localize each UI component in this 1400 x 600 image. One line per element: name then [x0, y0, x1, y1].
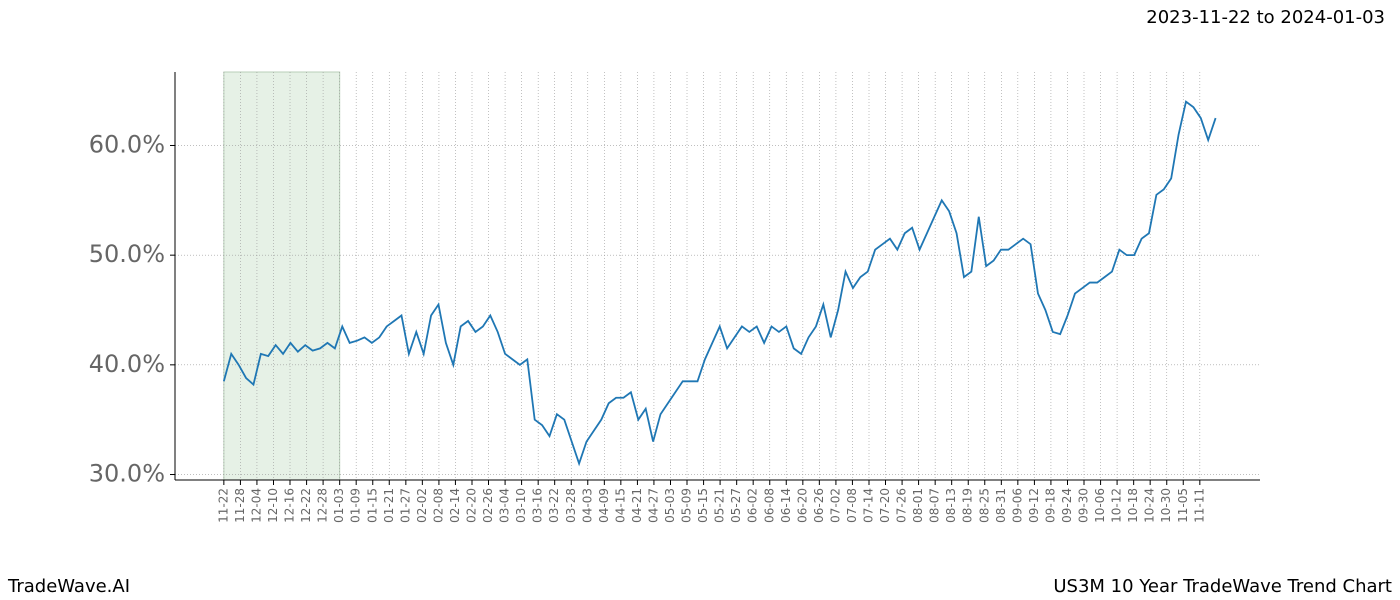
x-tick-label: 04-09	[597, 488, 611, 523]
x-tick-label: 04-15	[613, 488, 627, 523]
x-tick-label: 08-01	[911, 488, 925, 523]
x-tick-label: 06-08	[762, 488, 776, 523]
x-tick-label: 12-16	[283, 488, 297, 523]
x-tick-label: 10-24	[1143, 488, 1157, 523]
x-tick-label: 07-02	[828, 488, 842, 523]
x-tick-label: 05-27	[729, 488, 743, 523]
x-tick-label: 01-09	[349, 488, 363, 523]
x-tick-label: 07-08	[845, 488, 859, 523]
x-tick-label: 03-28	[564, 488, 578, 523]
y-tick-label: 60.0%	[89, 130, 165, 158]
x-tick-label: 03-16	[531, 488, 545, 523]
x-tick-label: 07-14	[862, 488, 876, 523]
x-tick-label: 11-05	[1176, 488, 1190, 523]
x-tick-label: 05-21	[713, 488, 727, 523]
x-tick-label: 05-15	[696, 488, 710, 523]
x-tick-label: 09-12	[1027, 488, 1041, 523]
x-tick-label: 07-20	[878, 488, 892, 523]
x-tick-label: 03-10	[514, 488, 528, 523]
x-tick-label: 06-20	[795, 488, 809, 523]
x-tick-label: 02-20	[465, 488, 479, 523]
x-tick-label: 03-04	[498, 488, 512, 523]
x-tick-label: 04-03	[580, 488, 594, 523]
x-tick-label: 10-06	[1093, 488, 1107, 523]
x-tick-label: 02-02	[415, 488, 429, 523]
x-tick-label: 02-14	[448, 488, 462, 523]
x-tick-label: 01-27	[398, 488, 412, 523]
x-tick-label: 08-13	[944, 488, 958, 523]
x-tick-label: 06-14	[779, 488, 793, 523]
x-tick-label: 06-02	[746, 488, 760, 523]
x-tick-label: 10-12	[1110, 488, 1124, 523]
x-tick-label: 04-21	[630, 488, 644, 523]
x-tick-label: 09-18	[1043, 488, 1057, 523]
y-tick-label: 30.0%	[89, 460, 165, 488]
x-tick-label: 01-03	[332, 488, 346, 523]
x-tick-label: 11-11	[1192, 488, 1206, 523]
x-tick-label: 08-25	[977, 488, 991, 523]
x-tick-label: 11-28	[233, 488, 247, 523]
x-tick-label: 09-24	[1060, 488, 1074, 523]
x-tick-label: 05-09	[680, 488, 694, 523]
x-tick-label: 09-06	[1010, 488, 1024, 523]
chart-caption: US3M 10 Year TradeWave Trend Chart	[1053, 576, 1392, 597]
x-tick-label: 02-26	[481, 488, 495, 523]
x-tick-label: 09-30	[1077, 488, 1091, 523]
date-range: 2023-11-22 to 2024-01-03	[1146, 7, 1385, 28]
x-tick-label: 11-22	[216, 488, 230, 523]
x-tick-label: 02-08	[431, 488, 445, 523]
x-tick-label: 10-30	[1159, 488, 1173, 523]
x-tick-label: 12-10	[266, 488, 280, 523]
y-tick-label: 40.0%	[89, 350, 165, 378]
x-tick-label: 01-21	[382, 488, 396, 523]
x-tick-label: 08-07	[928, 488, 942, 523]
x-tick-label: 10-18	[1126, 488, 1140, 523]
highlight-region	[223, 71, 341, 481]
x-tick-label: 08-31	[994, 488, 1008, 523]
x-tick-label: 05-03	[663, 488, 677, 523]
trend-line	[222, 100, 1217, 467]
x-tick-label: 01-15	[365, 488, 379, 523]
x-tick-label: 12-28	[316, 488, 330, 523]
x-tick-label: 03-22	[547, 488, 561, 523]
x-tick-label: 07-26	[895, 488, 909, 523]
brand: TradeWave.AI	[7, 576, 130, 597]
x-tick-label: 12-22	[299, 488, 313, 523]
y-tick-label: 50.0%	[89, 240, 165, 268]
x-tick-label: 08-19	[961, 488, 975, 523]
x-tick-label: 06-26	[812, 488, 826, 523]
x-tick-label: 12-04	[249, 488, 263, 523]
x-tick-label: 04-27	[646, 488, 660, 523]
